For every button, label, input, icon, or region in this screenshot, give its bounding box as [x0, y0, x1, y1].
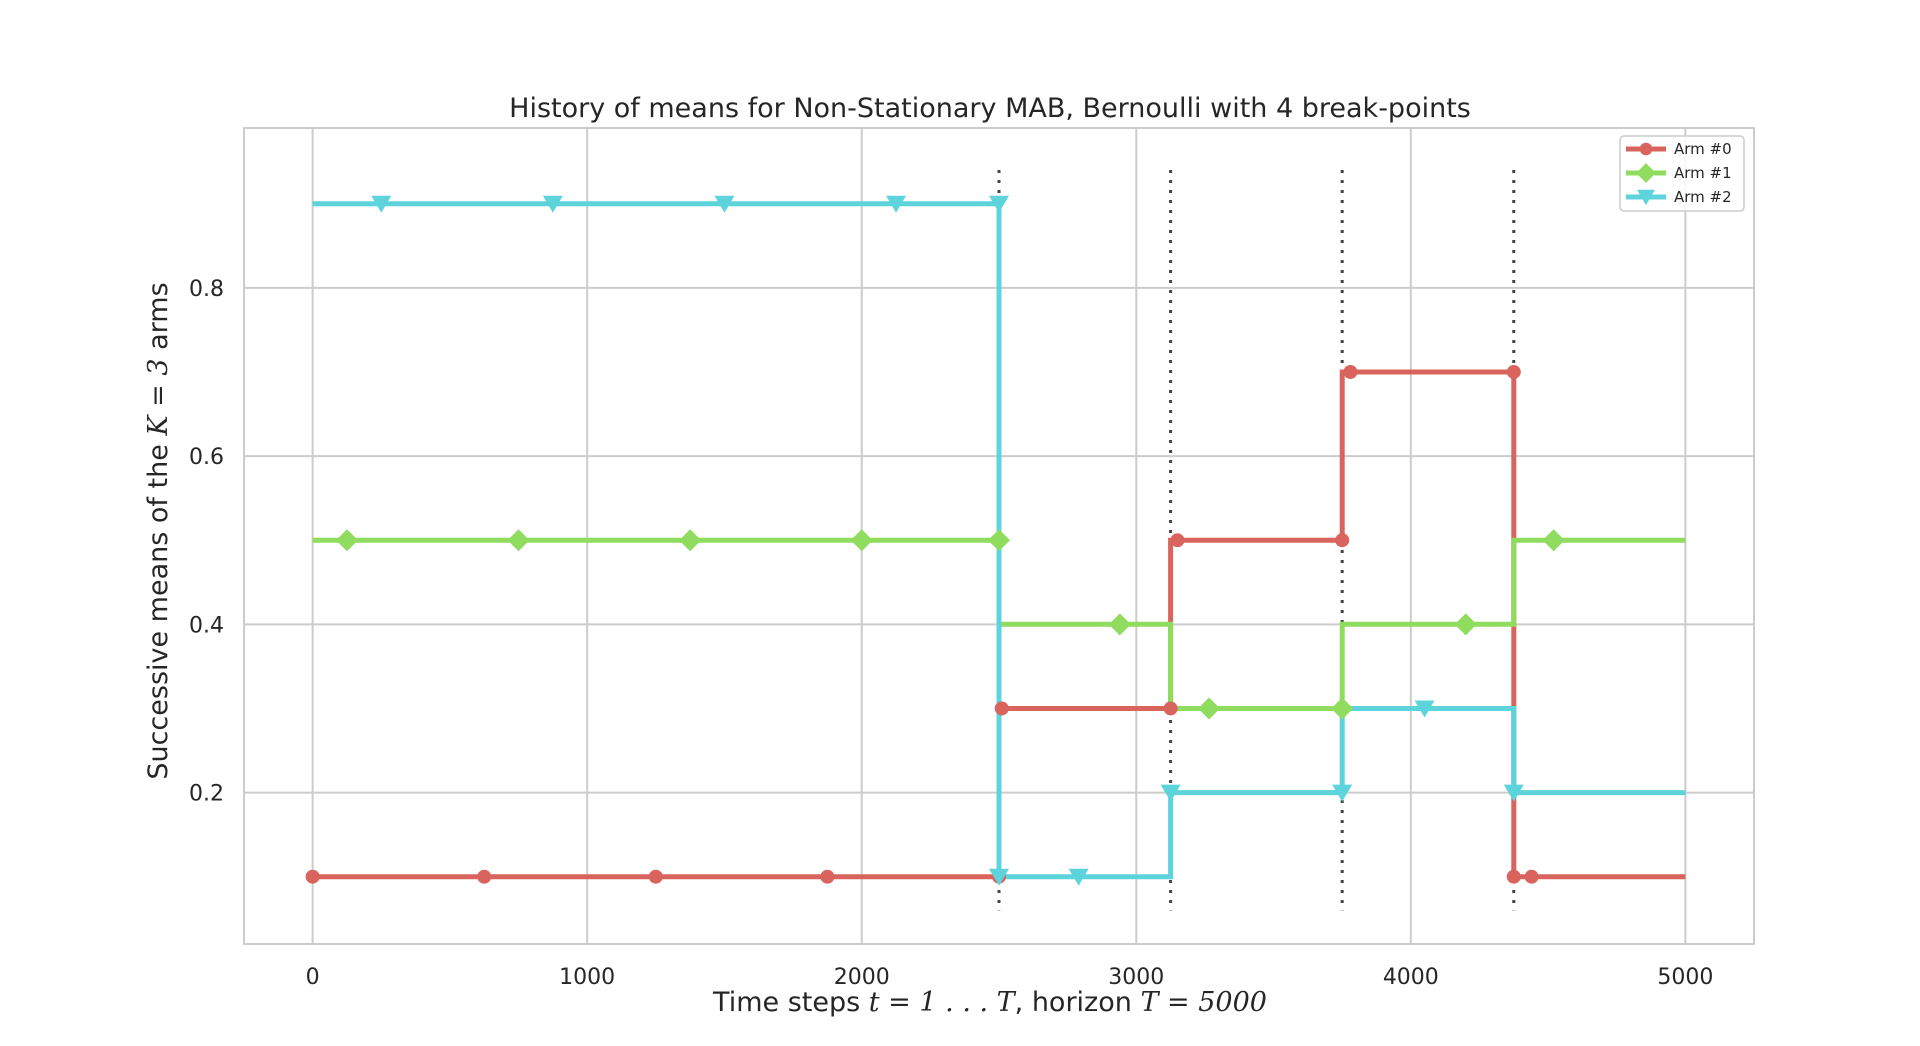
series-marker-arm-2 [714, 195, 735, 213]
series-marker-arm-0 [305, 869, 320, 884]
x-tick-label: 5000 [1657, 965, 1713, 990]
series-marker-arm-2 [989, 195, 1009, 213]
series-markers [305, 195, 1565, 886]
y-axis-label: Successive means of the K = 3 arms [143, 282, 174, 779]
series-marker-arm-2 [1068, 868, 1089, 886]
legend: Arm #0 Arm #1 Arm #2 [1619, 135, 1745, 212]
chart-title: History of means for Non-Stationary MAB,… [509, 93, 1471, 124]
x-tick-label: 2000 [834, 965, 890, 990]
series-marker-arm-0 [1170, 533, 1185, 548]
series-marker-arm-1 [1198, 697, 1221, 720]
series-marker-arm-1 [988, 529, 1010, 552]
series-marker-arm-0 [1335, 533, 1350, 548]
y-axis-label-math: K = 3 [143, 358, 174, 436]
series-marker-arm-1 [335, 529, 358, 552]
x-tick-label: 4000 [1383, 965, 1439, 990]
x-tick-label: 0 [306, 965, 320, 990]
series-marker-arm-1 [679, 529, 702, 552]
y-axis-label-suffix: arms [143, 282, 174, 358]
legend-entry-label: Arm #2 [1674, 188, 1732, 206]
legend-entry-label: Arm #0 [1674, 140, 1732, 158]
y-tick-label: 0.4 [189, 613, 224, 638]
series-marker-arm-2 [371, 195, 392, 213]
series-marker-arm-1 [1331, 697, 1354, 720]
x-axis-label-middle: , horizon [1015, 987, 1141, 1018]
x-axis-label-prefix: Time steps [712, 987, 869, 1018]
tick-labels: 0 1000 2000 3000 4000 5000 0.2 0.4 0.6 0.8 [189, 277, 1713, 990]
x-tick-label: 1000 [559, 965, 615, 990]
y-tick-label: 0.6 [189, 445, 224, 470]
series-marker-arm-1 [507, 529, 530, 552]
series-marker-arm-2 [1332, 784, 1353, 802]
legend-swatch-marker-0 [1639, 142, 1653, 156]
series-marker-arm-0 [477, 869, 492, 884]
series-marker-arm-1 [1542, 529, 1565, 552]
series-marker-arm-0 [1506, 364, 1521, 379]
series-marker-arm-0 [1524, 869, 1539, 884]
y-tick-label: 0.2 [189, 782, 224, 807]
y-tick-label: 0.8 [189, 277, 224, 302]
series-marker-arm-0 [994, 701, 1009, 716]
x-axis-label-math-1: t = 1 . . . T [869, 987, 1017, 1018]
plot-frame [243, 127, 1755, 945]
series-marker-arm-2 [1503, 784, 1524, 802]
x-axis-label: Time steps t = 1 . . . T, horizon T = 50… [712, 987, 1267, 1018]
x-tick-label: 3000 [1108, 965, 1164, 990]
legend-swatch-marker-2 [1637, 189, 1655, 206]
series-marker-arm-1 [1108, 613, 1131, 636]
series-marker-arm-0 [1506, 869, 1521, 884]
series-marker-arm-1 [1454, 613, 1477, 636]
series-marker-arm-2 [886, 195, 907, 213]
series-marker-arm-1 [850, 529, 873, 552]
series-marker-arm-2 [1414, 700, 1435, 718]
series-marker-arm-2 [542, 195, 563, 213]
series-marker-arm-0 [648, 869, 663, 884]
series-marker-arm-0 [1163, 701, 1178, 716]
legend-entry-label: Arm #1 [1674, 164, 1732, 182]
x-axis-label-math-2: T = 5000 [1140, 987, 1267, 1018]
series-marker-arm-0 [820, 869, 835, 884]
series-marker-arm-0 [1343, 364, 1358, 379]
series-marker-arm-2 [989, 868, 1009, 886]
series-marker-arm-2 [1160, 784, 1181, 802]
legend-swatch-marker-1 [1636, 163, 1656, 183]
y-axis-label-prefix: Successive means of the [143, 436, 174, 780]
